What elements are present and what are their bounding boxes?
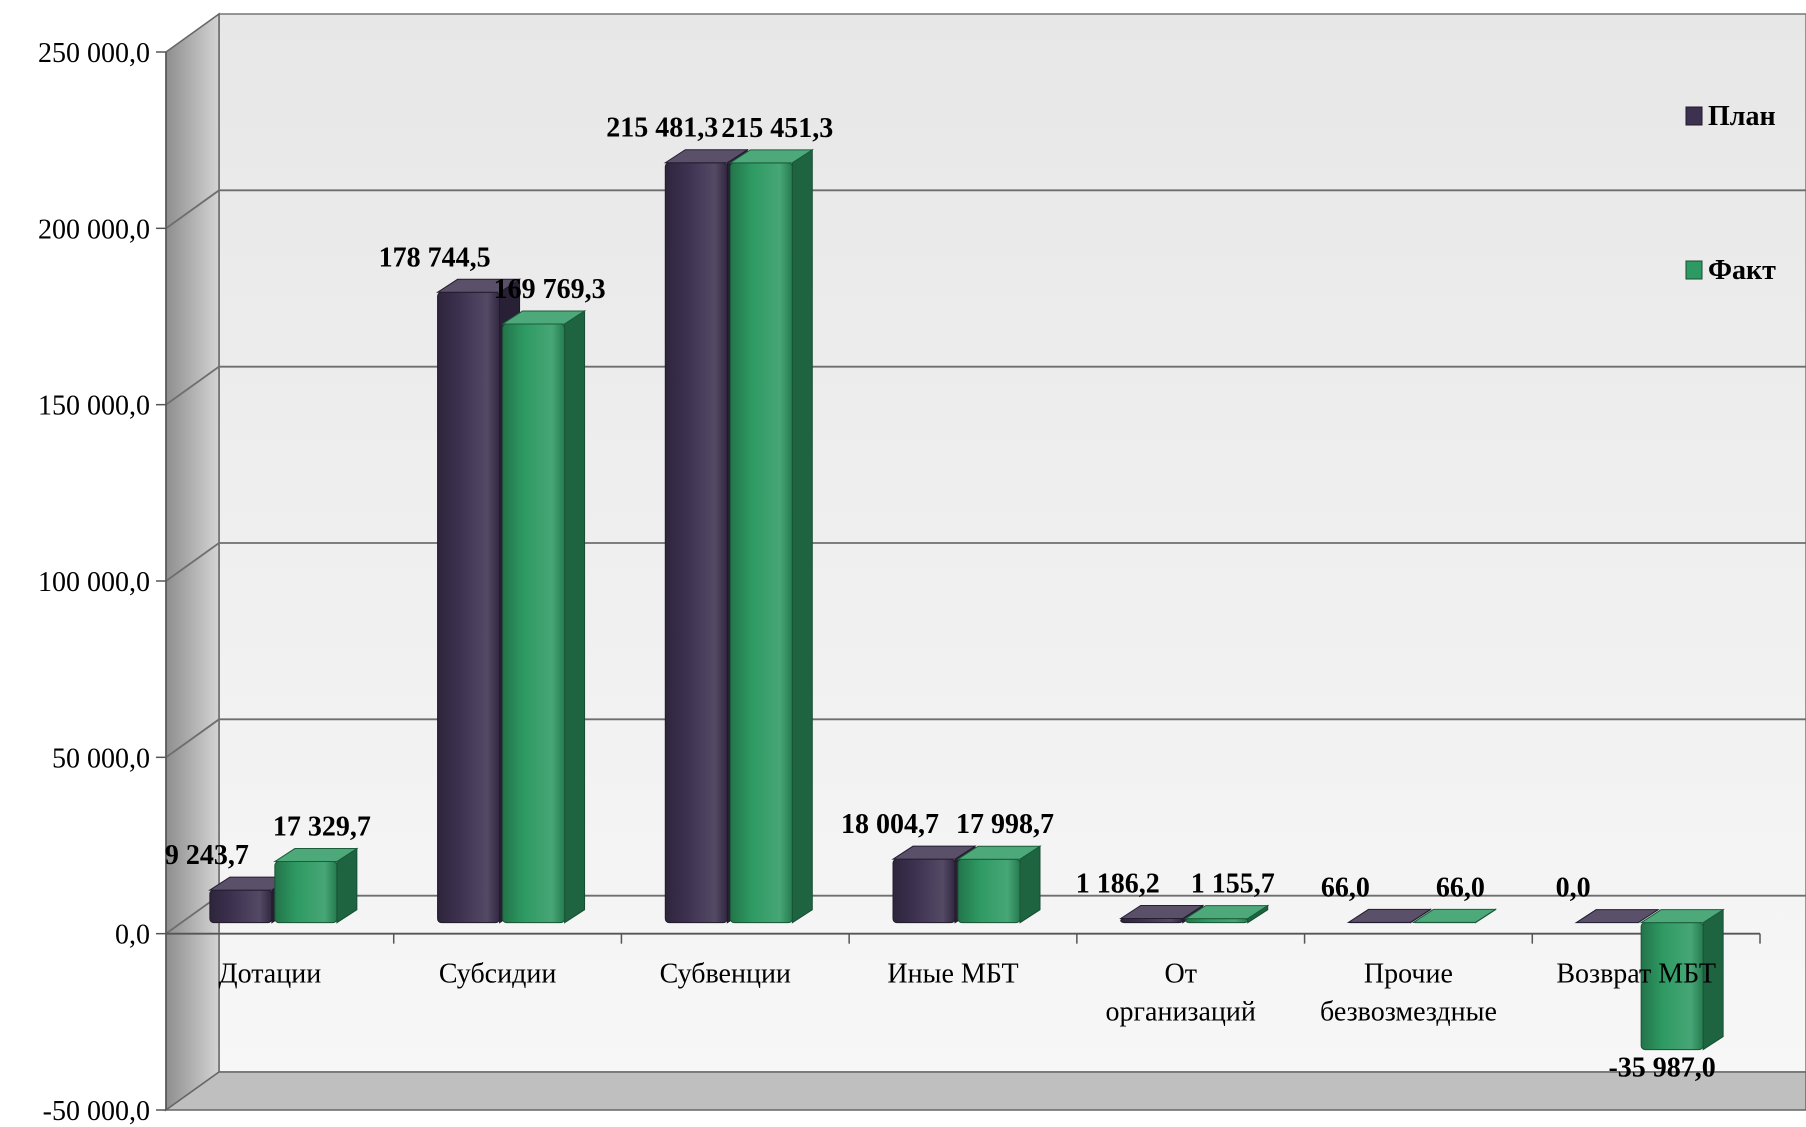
y-tick-label: 0,0: [115, 920, 150, 951]
data-label: 169 769,3: [494, 274, 606, 305]
y-tick-label: 50 000,0: [52, 743, 150, 774]
category-label: Иные МБТ: [887, 959, 1018, 990]
bar-top: [1639, 909, 1725, 924]
bar: [664, 162, 728, 924]
category-label: От организаций: [1106, 959, 1256, 1028]
data-label: 66,0: [1436, 872, 1485, 903]
gridline: [165, 189, 1806, 230]
data-label: 178 744,5: [379, 242, 491, 273]
bar-top: [1184, 905, 1270, 920]
bar: [1185, 918, 1249, 924]
data-label: 1 186,2: [1076, 868, 1160, 899]
bar-side: [791, 148, 813, 924]
data-label: 9 243,7: [165, 840, 249, 871]
category-label: Дотации: [219, 959, 322, 990]
category-group: [891, 845, 1042, 924]
bar: [209, 889, 273, 924]
category-label: Возврат МБТ: [1556, 959, 1716, 990]
bar-top: [500, 310, 587, 325]
bar: [1120, 917, 1184, 924]
data-label: 0,0: [1556, 873, 1591, 904]
category-group: [1119, 904, 1270, 924]
data-label: 17 998,7: [956, 809, 1054, 840]
bar: [892, 858, 956, 924]
category-label: Субвенции: [660, 959, 791, 990]
category-group: [663, 148, 814, 924]
category-group: [1574, 908, 1725, 1051]
data-label: 66,0: [1321, 872, 1370, 903]
bar: [437, 291, 501, 924]
y-tick-label: -50 000,0: [43, 1096, 150, 1127]
bar: [274, 861, 338, 924]
category-group: [208, 847, 359, 924]
bar-top: [728, 149, 814, 164]
y-tick-label: 250 000,0: [38, 38, 150, 69]
category-group: [435, 278, 587, 924]
bar: [729, 162, 793, 924]
legend-swatch: [1685, 106, 1703, 126]
legend-label: Факт: [1708, 255, 1776, 286]
category-group: [1346, 908, 1498, 924]
bar-top: [273, 848, 359, 863]
gridline: [165, 365, 1806, 406]
bar: [957, 858, 1021, 924]
gridline: [165, 542, 1806, 582]
y-tick-label: 150 000,0: [38, 391, 150, 422]
y-tick-label: 100 000,0: [38, 567, 150, 598]
bar-top: [435, 278, 522, 293]
data-label: 17 329,7: [273, 812, 371, 843]
bar-top: [663, 149, 749, 164]
data-label: 215 451,3: [721, 113, 833, 144]
legend-swatch: [1685, 260, 1703, 280]
bar-side: [564, 310, 586, 924]
bar: [502, 323, 566, 924]
data-label: 215 481,3: [606, 113, 718, 144]
gridline: [165, 718, 1806, 759]
bar-top: [1411, 908, 1498, 923]
bar-top: [1119, 904, 1205, 919]
category-label: Прочие безвозмездные: [1320, 959, 1497, 1028]
data-label: 18 004,7: [841, 809, 939, 840]
data-label: 1 155,7: [1191, 869, 1275, 900]
bar-top: [956, 845, 1042, 860]
bar-top: [891, 845, 977, 860]
legend-item: Факт: [1685, 255, 1776, 286]
bar-top: [1346, 908, 1433, 923]
data-label: -35 987,0: [1608, 1053, 1715, 1084]
y-tick-label: 200 000,0: [38, 214, 150, 245]
legend-label: План: [1708, 101, 1776, 132]
category-label: Субсидии: [439, 959, 556, 990]
floor: [163, 1071, 1806, 1111]
bar-top: [1574, 909, 1660, 924]
legend-item: План: [1685, 101, 1776, 132]
